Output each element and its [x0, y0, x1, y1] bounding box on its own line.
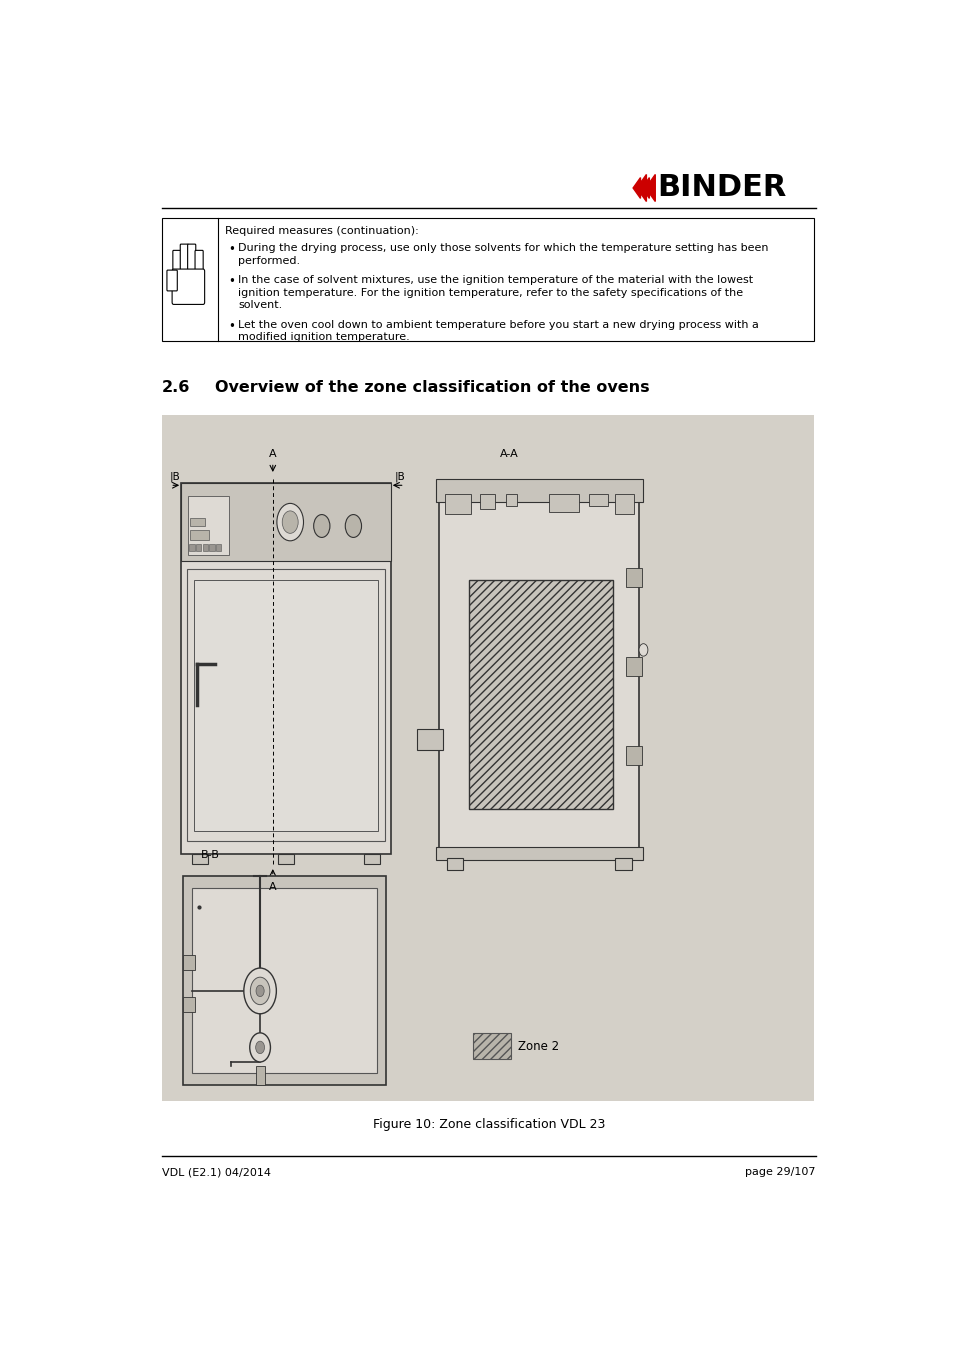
Bar	[162, 219, 813, 340]
Bar	[192, 853, 208, 864]
Bar	[625, 747, 641, 764]
Text: 2.6: 2.6	[162, 381, 191, 396]
Circle shape	[244, 968, 276, 1014]
Text: Zone 2: Zone 2	[518, 1040, 559, 1053]
FancyBboxPatch shape	[188, 244, 195, 273]
Text: page 29/107: page 29/107	[744, 1168, 815, 1177]
Bar	[364, 853, 380, 864]
FancyBboxPatch shape	[172, 269, 205, 304]
Bar	[193, 579, 377, 830]
Bar	[188, 495, 229, 555]
Bar	[190, 544, 194, 551]
Bar	[203, 544, 208, 551]
Bar	[277, 853, 294, 864]
Bar	[416, 729, 442, 751]
Text: |B: |B	[395, 471, 405, 482]
Bar	[472, 1033, 511, 1060]
Text: VDL (E2.1) 04/2014: VDL (E2.1) 04/2014	[162, 1168, 271, 1177]
Text: A: A	[269, 450, 276, 459]
FancyBboxPatch shape	[180, 244, 188, 273]
Bar	[615, 857, 631, 871]
Polygon shape	[641, 174, 655, 201]
Bar	[183, 956, 195, 971]
Text: •: •	[229, 320, 235, 333]
Text: A: A	[269, 882, 276, 892]
Circle shape	[639, 644, 647, 656]
Bar	[162, 414, 813, 1100]
Circle shape	[282, 510, 298, 533]
Circle shape	[276, 504, 303, 541]
Bar	[180, 483, 391, 562]
Bar	[469, 579, 613, 809]
Bar	[446, 857, 462, 871]
Circle shape	[345, 514, 361, 537]
Text: BINDER: BINDER	[656, 174, 785, 202]
Bar	[187, 570, 385, 841]
FancyBboxPatch shape	[172, 250, 181, 275]
Bar	[479, 494, 495, 509]
Text: |B: |B	[169, 471, 180, 482]
Text: During the drying process, use only those solvents for which the temperature set: During the drying process, use only thos…	[238, 243, 768, 252]
Bar	[436, 848, 642, 860]
Bar	[615, 494, 633, 514]
Text: A-A: A-A	[499, 450, 518, 459]
Text: Figure 10: Zone classification VDL 23: Figure 10: Zone classification VDL 23	[373, 1118, 604, 1131]
Bar	[255, 1066, 264, 1085]
Circle shape	[250, 1033, 270, 1062]
Bar	[436, 479, 642, 502]
Text: In the case of solvent mixtures, use the ignition temperature of the material wi: In the case of solvent mixtures, use the…	[238, 275, 753, 285]
Text: B-B: B-B	[201, 850, 220, 860]
Bar	[625, 568, 641, 587]
FancyBboxPatch shape	[167, 270, 177, 290]
FancyBboxPatch shape	[194, 250, 203, 275]
Bar	[183, 876, 386, 1085]
Bar	[216, 544, 221, 551]
Bar	[196, 544, 201, 551]
Bar	[625, 657, 641, 676]
Circle shape	[250, 977, 270, 1004]
Text: Let the oven cool down to ambient temperature before you start a new drying proc: Let the oven cool down to ambient temper…	[238, 320, 759, 329]
Bar	[180, 483, 391, 853]
Bar	[190, 529, 209, 540]
Bar	[445, 494, 471, 514]
Bar	[549, 494, 578, 512]
Circle shape	[314, 514, 330, 537]
Text: Required measures (continuation):: Required measures (continuation):	[225, 227, 418, 236]
Bar	[210, 544, 214, 551]
Circle shape	[255, 1041, 264, 1053]
Text: •: •	[229, 243, 235, 256]
Text: modified ignition temperature.: modified ignition temperature.	[238, 332, 410, 343]
Bar	[183, 998, 195, 1012]
Text: ignition temperature. For the ignition temperature, refer to the safety specific: ignition temperature. For the ignition t…	[238, 288, 742, 298]
Circle shape	[255, 986, 264, 996]
Bar	[190, 518, 205, 525]
Text: solvent.: solvent.	[238, 300, 282, 310]
Bar	[505, 494, 517, 506]
Bar	[439, 483, 639, 853]
Bar	[589, 494, 607, 506]
Text: Overview of the zone classification of the ovens: Overview of the zone classification of t…	[215, 381, 649, 396]
Text: performed.: performed.	[238, 255, 300, 266]
Polygon shape	[633, 174, 646, 201]
Bar	[192, 888, 376, 1073]
Text: •: •	[229, 275, 235, 289]
